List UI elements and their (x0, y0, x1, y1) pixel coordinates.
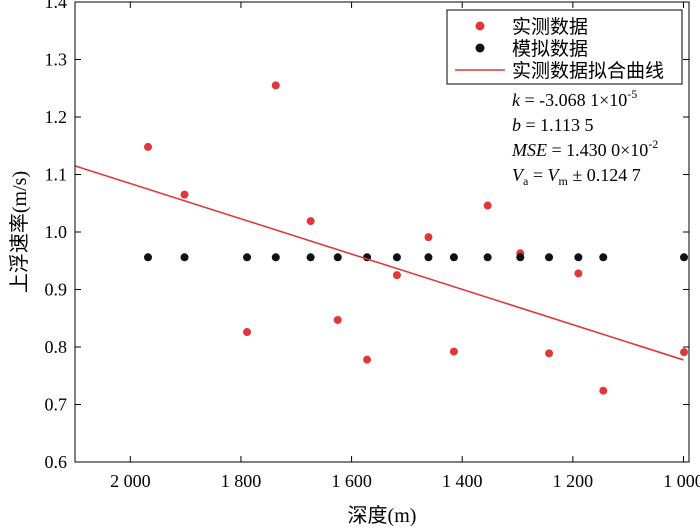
x-tick-label: 1 400 (442, 471, 483, 491)
measured-point (243, 328, 252, 337)
simulated-point (516, 253, 525, 262)
annotation-mse: MSE = 1.430 0×10-2 (511, 137, 658, 160)
simulated-point (449, 253, 458, 262)
measured-point (333, 315, 342, 324)
y-tick-label: 0.6 (45, 452, 68, 472)
simulated-point (680, 253, 689, 262)
measured-point (574, 269, 583, 278)
x-tick-label: 1 000 (663, 471, 700, 491)
measured-point (392, 271, 401, 280)
plot-frame (74, 1, 690, 463)
measured-point (363, 355, 372, 364)
legend-box (446, 9, 683, 85)
legend: 实测数据 模拟数据 实测数据拟合曲线 (446, 9, 683, 85)
measured-point (144, 142, 153, 151)
simulated-point (483, 253, 492, 262)
measured-point (545, 349, 554, 358)
measured-point (180, 190, 189, 199)
x-tick-label: 1 600 (331, 471, 372, 491)
y-tick-label: 1.2 (45, 107, 68, 127)
simulated-point (271, 253, 280, 262)
simulated-point (306, 253, 315, 262)
y-tick-label: 0.9 (45, 280, 68, 300)
measured-point (599, 386, 608, 395)
simulated-point (574, 253, 583, 262)
legend-marker-measured (475, 21, 485, 31)
fit-annotation: k = -3.068 1×10-5 b = 1.113 5 MSE = 1.43… (511, 87, 658, 188)
measured-point (449, 347, 458, 356)
measured-point (306, 217, 315, 226)
chart-marks (74, 81, 689, 395)
simulated-point (243, 253, 252, 262)
simulated-point (545, 253, 554, 262)
y-tick-label: 1.0 (45, 222, 68, 242)
legend-label-simulated: 模拟数据 (512, 38, 588, 60)
x-axis-ticks: 2 000 1 800 1 600 1 400 1 200 1 000 (110, 2, 700, 491)
simulated-point (424, 253, 433, 262)
annotation-b: b = 1.113 5 (512, 115, 593, 135)
annotation-k: k = -3.068 1×10-5 (512, 87, 637, 110)
simulated-point (599, 253, 608, 262)
legend-marker-simulated (475, 43, 485, 53)
y-axis-ticks: 0.6 0.7 0.8 0.9 1.0 1.1 1.2 1.3 1.4 (45, 0, 689, 472)
x-tick-label: 2 000 (110, 471, 151, 491)
measured-point (680, 348, 689, 357)
legend-label-fit-line: 实测数据拟合曲线 (512, 60, 664, 82)
measured-point (424, 233, 433, 242)
fit-line (74, 165, 684, 361)
x-tick-label: 1 200 (553, 471, 594, 491)
measured-point (483, 201, 492, 210)
y-axis-label: 上浮速率(m/s) (8, 171, 31, 293)
simulated-point (392, 253, 401, 262)
annotation-velocity-range: Va = Vm ± 0.124 7 (512, 165, 641, 188)
x-tick-label: 1 800 (221, 471, 262, 491)
measured-point (271, 81, 280, 90)
y-tick-label: 1.1 (45, 165, 68, 185)
simulated-point (144, 253, 153, 262)
simulated-point (333, 253, 342, 262)
x-axis-label: 深度(m) (348, 504, 417, 527)
y-tick-label: 0.8 (45, 337, 68, 357)
y-tick-label: 1.4 (45, 0, 68, 12)
y-tick-label: 1.3 (45, 50, 68, 70)
legend-label-measured: 实测数据 (512, 16, 588, 38)
y-tick-label: 0.7 (45, 395, 68, 415)
simulated-point (180, 253, 189, 262)
